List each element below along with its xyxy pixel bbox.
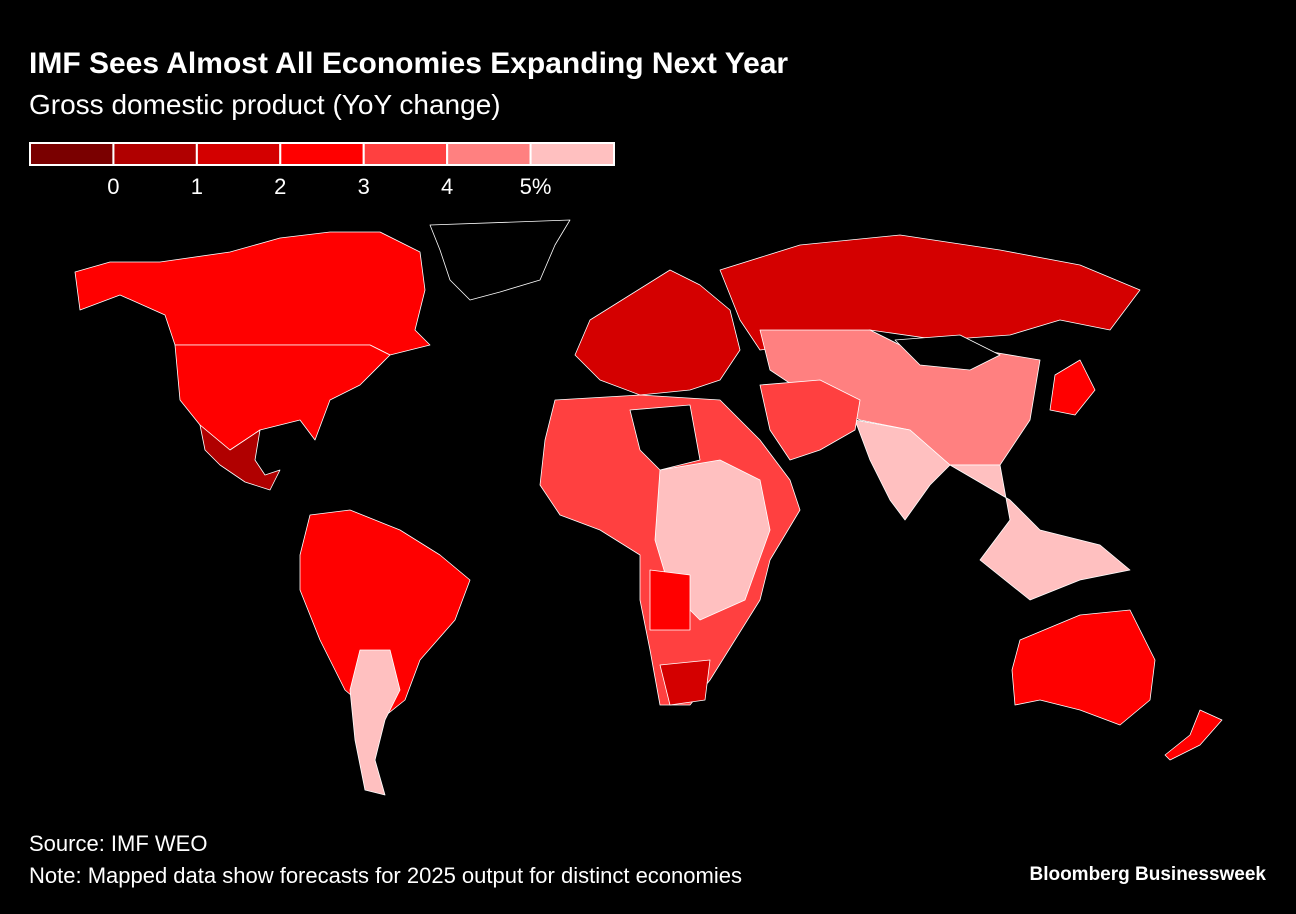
subtitle: Gross domestic product (YoY change) [29, 89, 501, 120]
europe [574, 269, 741, 396]
legend-swatch [529, 142, 615, 166]
source: Source: IMF WEO [29, 831, 207, 856]
legend-swatch [446, 142, 532, 166]
legend-swatch [195, 142, 282, 166]
legend-tick-label: 4 [441, 174, 453, 199]
greenland [429, 219, 571, 301]
note: Note: Mapped data show forecasts for 202… [29, 863, 742, 888]
south-africa [659, 659, 711, 706]
legend-swatch [362, 142, 449, 166]
legend-tick-label: 0 [107, 174, 119, 199]
mongolia [894, 334, 1001, 371]
title: IMF Sees Almost All Economies Expanding … [29, 47, 788, 80]
legend-tick-label: 3 [358, 174, 370, 199]
canada [74, 231, 431, 356]
new-zealand [1164, 709, 1223, 761]
legend: 0 1 2 3 4 5% [29, 142, 615, 199]
world-map [74, 219, 1223, 796]
middle-east [759, 379, 861, 461]
legend-tick-label: 5% [520, 174, 552, 199]
libya [629, 404, 701, 471]
india [854, 419, 951, 521]
legend-swatch [279, 142, 365, 166]
legend-swatch [29, 142, 115, 166]
legend-swatch [112, 142, 198, 166]
legend-tick-label: 2 [274, 174, 286, 199]
australia [1011, 609, 1156, 726]
southeast-asia [949, 464, 1131, 601]
argentina [349, 649, 401, 796]
south-america [299, 509, 471, 721]
angola [649, 569, 691, 631]
mexico [199, 424, 281, 491]
brand: Bloomberg Businessweek [1029, 864, 1266, 885]
japan [1049, 359, 1096, 416]
legend-tick-label: 1 [191, 174, 203, 199]
